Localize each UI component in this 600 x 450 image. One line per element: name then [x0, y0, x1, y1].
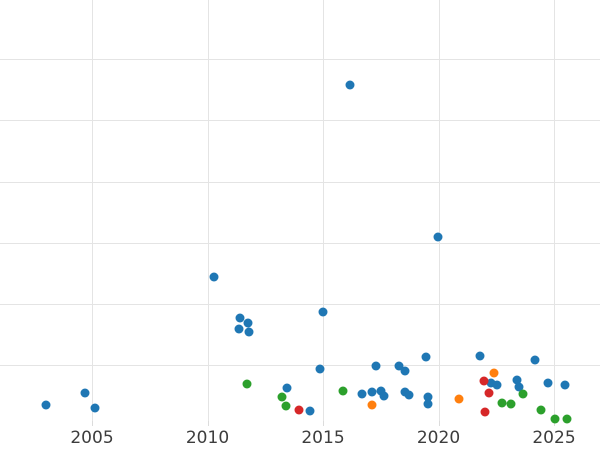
x-tick-label-2010: 2010 [185, 428, 230, 448]
data-point-series-blue [492, 380, 502, 389]
data-point-series-blue [90, 403, 100, 413]
data-point-series-blue [244, 327, 254, 337]
horizontal-gridline [0, 181, 600, 183]
data-point-series-blue [318, 307, 328, 317]
x-tick-label-2015: 2015 [301, 428, 345, 448]
data-point-series-blue [371, 361, 381, 371]
data-point-series-blue [421, 352, 430, 362]
data-point-series-orange [454, 394, 463, 404]
data-point-series-blue [345, 80, 355, 90]
x-tick-mark [554, 421, 556, 426]
horizontal-gridline [0, 364, 600, 366]
data-point-series-blue [560, 380, 570, 389]
data-point-series-green [518, 389, 527, 398]
horizontal-gridline [0, 59, 600, 61]
data-point-series-blue [315, 364, 324, 374]
vertical-gridline [438, 0, 440, 421]
data-point-series-blue [543, 378, 552, 388]
data-point-series-blue [486, 378, 496, 387]
data-point-series-blue [243, 318, 253, 327]
data-point-series-green [550, 414, 560, 424]
data-point-series-blue [423, 399, 432, 408]
x-tick-label-2025: 2025 [532, 428, 576, 448]
x-tick-mark [438, 421, 440, 426]
horizontal-gridline [0, 120, 600, 122]
data-point-series-red [480, 407, 490, 416]
data-point-series-blue [305, 406, 315, 416]
vertical-gridline [323, 0, 325, 421]
data-point-series-orange [367, 400, 377, 410]
horizontal-gridline [0, 303, 600, 305]
data-point-series-green [277, 392, 287, 402]
data-point-series-red [479, 376, 489, 386]
data-point-series-blue [394, 361, 403, 371]
x-tick-mark [207, 421, 209, 426]
data-point-series-blue [80, 388, 89, 397]
data-point-series-blue [530, 355, 540, 365]
data-point-series-green [242, 379, 252, 389]
data-point-series-blue [41, 400, 51, 410]
data-point-series-orange [489, 368, 498, 378]
data-point-series-blue [400, 366, 409, 376]
x-tick-mark [92, 421, 94, 426]
data-point-series-green [536, 405, 546, 415]
vertical-gridline [92, 0, 94, 421]
x-tick-mark [323, 421, 325, 426]
data-point-series-blue [209, 272, 219, 282]
data-point-series-blue [282, 383, 292, 393]
data-point-series-blue [404, 390, 414, 400]
data-point-series-blue [234, 324, 244, 334]
x-tick-label-2020: 2020 [416, 428, 461, 448]
data-point-series-green [562, 414, 572, 423]
data-point-series-red [294, 405, 304, 415]
data-point-series-blue [235, 313, 245, 323]
x-tick-label-2005: 2005 [70, 428, 114, 448]
vertical-gridline [207, 0, 209, 421]
vertical-gridline [554, 0, 556, 421]
data-point-series-red [484, 388, 494, 398]
data-point-series-blue [512, 375, 521, 385]
data-point-series-blue [433, 232, 443, 242]
data-point-series-blue [367, 387, 377, 396]
data-point-series-green [338, 386, 348, 395]
data-point-series-green [281, 401, 291, 411]
data-point-series-blue [475, 351, 485, 361]
data-point-series-blue [514, 382, 523, 392]
data-point-series-green [506, 399, 516, 409]
data-point-series-blue [357, 389, 367, 399]
horizontal-gridline [0, 242, 600, 244]
data-point-series-blue [379, 391, 388, 400]
data-point-series-green [497, 398, 506, 408]
data-point-series-blue [423, 392, 432, 401]
